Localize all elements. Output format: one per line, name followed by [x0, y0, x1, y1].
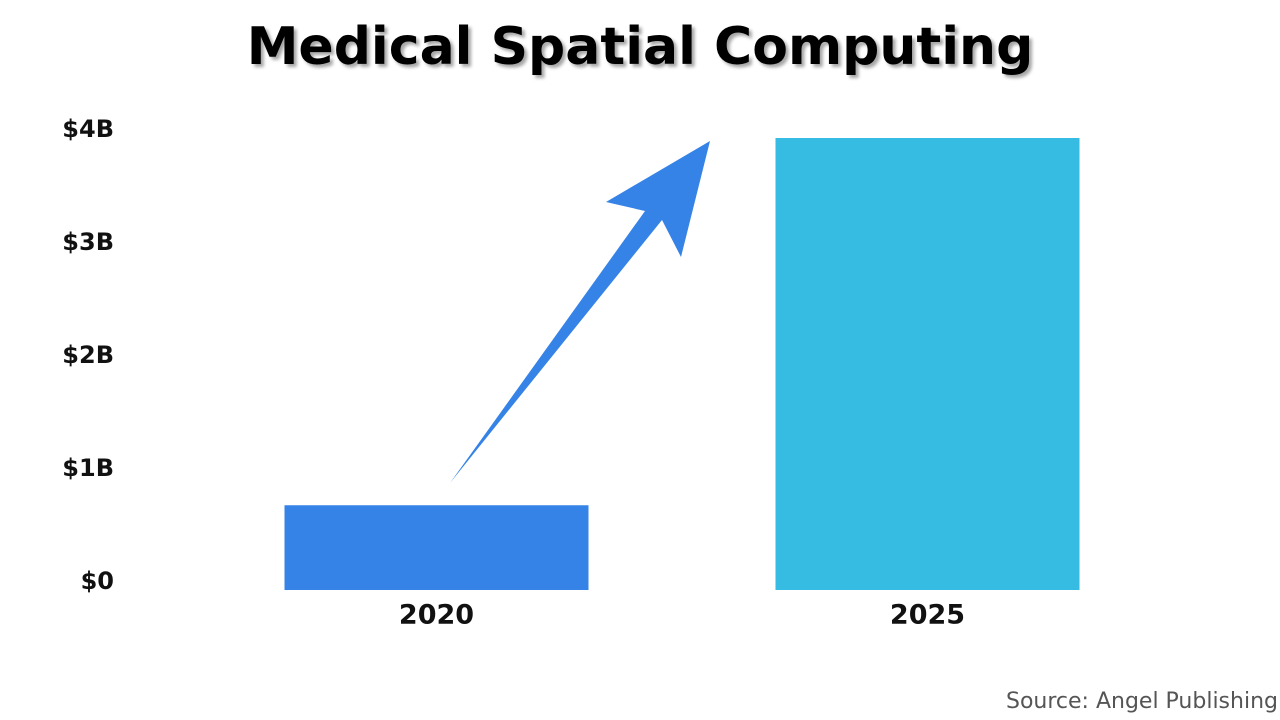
source: Source: Angel Publishing — [1006, 689, 1278, 714]
growth-arrow — [450, 141, 710, 483]
bar — [775, 138, 1080, 590]
y-tick-label: $0 — [81, 567, 114, 595]
x-tick-label: 2020 — [399, 600, 474, 631]
y-tick-label: $2B — [62, 341, 114, 369]
y-tick-label: $1B — [62, 454, 114, 482]
y-tick-label: $3B — [62, 228, 114, 256]
x-tick-label: 2025 — [890, 600, 965, 631]
bar — [284, 505, 589, 590]
chart-title: Medical Spatial Computing — [247, 17, 1034, 77]
y-tick-label: $4B — [62, 115, 114, 143]
